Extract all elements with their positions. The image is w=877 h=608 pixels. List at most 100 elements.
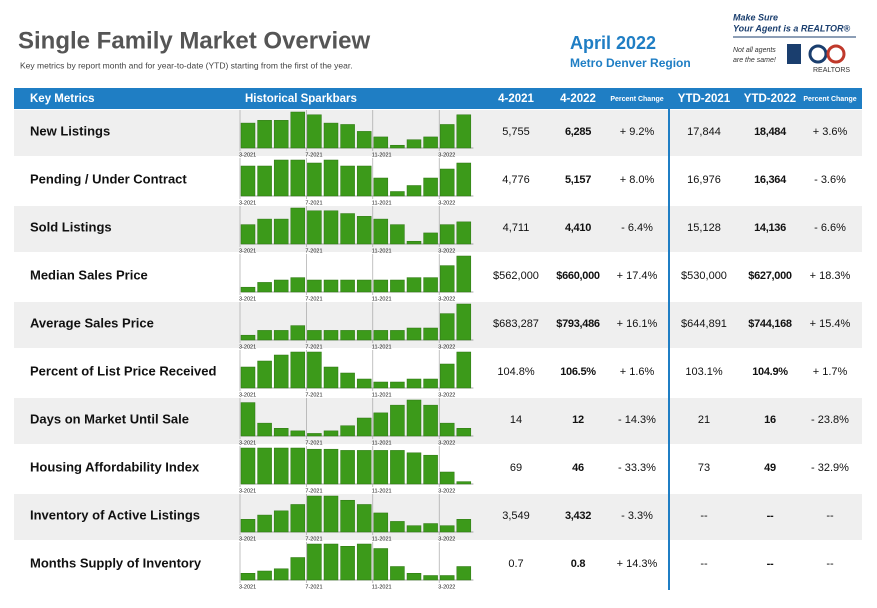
cell: $793,486 bbox=[556, 318, 600, 330]
sparkbar bbox=[423, 575, 438, 581]
sparkbar bbox=[456, 162, 472, 197]
row-bg bbox=[14, 110, 862, 156]
spark-label: 3-2022 bbox=[438, 440, 455, 446]
sparkbar bbox=[390, 521, 405, 533]
sparkbar bbox=[290, 557, 306, 581]
sparkbar bbox=[257, 447, 272, 485]
spark-label: 3-2022 bbox=[438, 392, 455, 398]
metric: New Listings bbox=[30, 123, 110, 138]
sparkbar bbox=[240, 286, 256, 293]
spark-label: 11-2021 bbox=[372, 584, 392, 590]
cell: 14,136 bbox=[754, 222, 786, 234]
logo-icon bbox=[787, 44, 801, 64]
sparkbar bbox=[456, 114, 472, 149]
sparkbar bbox=[406, 573, 422, 581]
metric: Percent of List Price Received bbox=[30, 363, 216, 378]
spark-label: 11-2021 bbox=[372, 536, 392, 542]
cell: + 17.4% bbox=[617, 270, 658, 282]
header-bar bbox=[14, 88, 862, 109]
sparkbar bbox=[390, 191, 405, 197]
cell: 4,410 bbox=[565, 222, 591, 234]
sparkbar bbox=[340, 450, 355, 485]
sparkbar bbox=[240, 224, 256, 245]
sparkbar bbox=[356, 165, 372, 197]
sparkbar bbox=[439, 224, 455, 245]
spark-label: 3-2022 bbox=[438, 296, 455, 302]
cell: - 6.4% bbox=[621, 222, 653, 234]
spark-label: 7-2021 bbox=[305, 584, 322, 590]
sparkbar bbox=[240, 165, 256, 197]
metric: Housing Affordability Index bbox=[30, 459, 200, 474]
sparkbar bbox=[340, 279, 355, 293]
sparkbar bbox=[240, 519, 256, 533]
sparkbar bbox=[323, 159, 339, 197]
sparkbar bbox=[406, 327, 422, 341]
sparkbar bbox=[356, 131, 372, 149]
sparkbar bbox=[257, 514, 272, 533]
sparkbar bbox=[257, 218, 272, 245]
cell: - 33.3% bbox=[618, 462, 656, 474]
cell: 16,976 bbox=[687, 174, 721, 186]
spark-label: 11-2021 bbox=[372, 488, 392, 494]
sparkbar bbox=[423, 378, 438, 389]
cell: 3,432 bbox=[565, 510, 591, 522]
sparkbar bbox=[323, 122, 339, 149]
spark-label: 3-2022 bbox=[438, 344, 455, 350]
sparkbar bbox=[373, 450, 389, 485]
sparkbar bbox=[373, 412, 389, 437]
metric: Pending / Under Contract bbox=[30, 171, 187, 186]
cell: -- bbox=[767, 510, 774, 522]
sparkbar bbox=[406, 399, 422, 437]
sparkbar bbox=[423, 232, 438, 245]
sparkbar bbox=[340, 213, 355, 245]
cell: 104.8% bbox=[497, 366, 535, 378]
sparkbar bbox=[290, 207, 306, 245]
sparkbar bbox=[373, 330, 389, 341]
spark-label: 7-2021 bbox=[305, 248, 322, 254]
column-header: YTD-2022 bbox=[744, 93, 796, 105]
sparkbar bbox=[340, 372, 355, 389]
sparkbar bbox=[456, 303, 472, 341]
cell: - 3.3% bbox=[621, 510, 653, 522]
cell: $744,168 bbox=[748, 318, 792, 330]
sparkbar bbox=[406, 452, 422, 485]
logo-note: Not all agents bbox=[733, 47, 776, 54]
region: Metro Denver Region bbox=[570, 56, 691, 70]
metric: Average Sales Price bbox=[30, 315, 154, 330]
logo-brand: REALTORS bbox=[813, 67, 850, 74]
sparkbar bbox=[456, 351, 472, 389]
cell: 104.9% bbox=[752, 366, 788, 378]
sparkbar bbox=[323, 448, 339, 485]
cell: + 14.3% bbox=[617, 558, 658, 570]
sparkbar bbox=[456, 255, 472, 293]
sparkbar bbox=[439, 124, 455, 149]
spark-label: 7-2021 bbox=[305, 536, 322, 542]
spark-label: 3-2021 bbox=[239, 584, 256, 590]
cell: 103.1% bbox=[685, 366, 723, 378]
sparkbar bbox=[456, 566, 472, 581]
sparkbar bbox=[373, 136, 389, 149]
spark-label: 3-2021 bbox=[239, 344, 256, 350]
spark-label: 7-2021 bbox=[305, 488, 322, 494]
sparkbar bbox=[273, 218, 289, 245]
sparkbar bbox=[373, 381, 389, 389]
subtitle: Key metrics by report month and for year… bbox=[20, 60, 353, 70]
spark-label: 3-2021 bbox=[239, 200, 256, 206]
spark-label: 3-2022 bbox=[438, 584, 455, 590]
cell: 0.8 bbox=[571, 558, 586, 570]
sparkbar bbox=[456, 221, 472, 245]
column-header: Percent Change bbox=[610, 96, 663, 103]
sparkbar bbox=[307, 433, 322, 437]
month: April 2022 bbox=[570, 33, 656, 53]
cell: + 1.6% bbox=[620, 366, 655, 378]
cell: 73 bbox=[698, 462, 710, 474]
cell: 0.7 bbox=[508, 558, 523, 570]
cell: $562,000 bbox=[493, 270, 539, 282]
spark-label: 11-2021 bbox=[372, 152, 392, 158]
metric: Median Sales Price bbox=[30, 267, 148, 282]
sparkbar bbox=[290, 277, 306, 293]
spark-label: 7-2021 bbox=[305, 392, 322, 398]
sparkbar bbox=[406, 525, 422, 533]
spark-label: 7-2021 bbox=[305, 296, 322, 302]
sparkbar bbox=[390, 330, 405, 341]
